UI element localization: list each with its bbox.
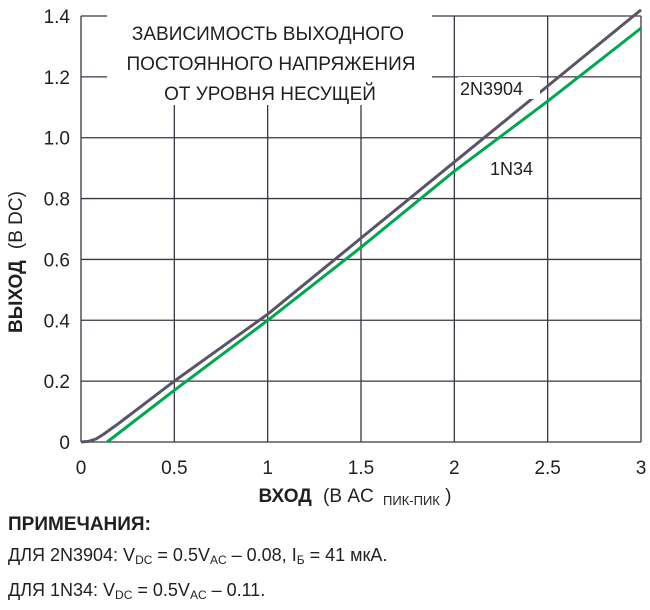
y-tick-label: 1.4 bbox=[44, 7, 71, 28]
y-tick-label: 1.0 bbox=[44, 129, 70, 150]
x-tick-label: 0.5 bbox=[161, 458, 187, 479]
x-tick-labels: 0 0.5 1 1.5 2 2.5 3 bbox=[76, 458, 647, 479]
y-tick-label: 1.2 bbox=[44, 68, 70, 89]
note-2n3904-sub-dc: DC bbox=[135, 553, 153, 567]
x-tick-label: 3 bbox=[636, 458, 647, 479]
chart-title-line-3: ОТ УРОВНЯ НЕСУЩЕЙ bbox=[164, 83, 376, 105]
title-box bbox=[107, 15, 432, 105]
x-tick-label: 2 bbox=[449, 458, 460, 479]
note-1n34-suffix: – 0.11. bbox=[206, 580, 266, 600]
label-box-1n34 bbox=[488, 157, 538, 179]
note-2n3904-sub-b: Б bbox=[296, 553, 305, 567]
note-2n3904: ДЛЯ 2N3904: VDC = 0.5VAC – 0.08, IБ = 41… bbox=[8, 540, 648, 575]
series-line-2n3904 bbox=[80, 8, 642, 444]
label-box-2n3904 bbox=[458, 77, 540, 99]
note-2n3904-mid1: = 0.5V bbox=[152, 545, 210, 565]
note-1n34-sub-dc: DC bbox=[115, 588, 133, 602]
note-2n3904-sub-ac: AC bbox=[209, 553, 227, 567]
series-label-1n34: 1N34 bbox=[490, 159, 533, 179]
note-1n34: ДЛЯ 1N34: VDC = 0.5VAC – 0.11. bbox=[8, 575, 648, 610]
x-tick-label: 1 bbox=[262, 458, 273, 479]
y-tick-labels: 0 0.2 0.4 0.6 0.8 1.0 1.2 1.4 bbox=[44, 7, 71, 454]
series-line-1n34 bbox=[106, 27, 642, 444]
chart-title-line-1: ЗАВИСИМОСТЬ ВЫХОДНОГО bbox=[132, 24, 404, 45]
note-1n34-prefix: ДЛЯ 1N34: V bbox=[8, 580, 116, 600]
note-2n3904-mid2: – 0.08, I bbox=[226, 545, 297, 565]
y-tick-label: 0.2 bbox=[44, 372, 70, 393]
x-tick-label: 1.5 bbox=[348, 458, 374, 479]
y-tick-label: 0.6 bbox=[44, 250, 70, 271]
y-axis-label-unit: (В DC) bbox=[6, 191, 27, 249]
note-2n3904-prefix: ДЛЯ 2N3904: V bbox=[8, 545, 136, 565]
series-lines bbox=[80, 8, 642, 444]
x-axis-label-bold: ВХОД bbox=[259, 486, 313, 507]
x-axis-label-unit: (В AC bbox=[323, 486, 374, 507]
series-label-2n3904: 2N3904 bbox=[460, 79, 523, 99]
x-axis-label: ВХОД (В AC ПИК-ПИК ) bbox=[259, 486, 452, 510]
y-axis-label-bold: ВЫХОД bbox=[6, 260, 27, 333]
x-axis-label-sub: ПИК-ПИК bbox=[383, 493, 440, 508]
x-tick-label: 0 bbox=[76, 458, 87, 479]
notes-block: ПРИМЕЧАНИЯ: ДЛЯ 2N3904: VDC = 0.5VAC – 0… bbox=[8, 510, 648, 610]
note-2n3904-suffix: = 41 мкА. bbox=[304, 545, 388, 565]
y-axis-label: ВЫХОД (В DC) bbox=[6, 191, 27, 333]
notes-heading: ПРИМЕЧАНИЯ: bbox=[8, 514, 151, 535]
note-1n34-sub-ac: AC bbox=[189, 588, 207, 602]
chart-title-line-2: ПОСТОЯННОГО НАПРЯЖЕНИЯ bbox=[127, 54, 416, 75]
y-tick-label: 0.8 bbox=[44, 190, 70, 211]
note-1n34-mid1: = 0.5V bbox=[132, 580, 190, 600]
y-tick-label: 0 bbox=[59, 433, 70, 454]
chart: ЗАВИСИМОСТЬ ВЫХОДНОГО ПОСТОЯННОГО НАПРЯЖ… bbox=[6, 7, 647, 510]
y-tick-label: 0.4 bbox=[44, 311, 71, 332]
x-tick-label: 2.5 bbox=[534, 458, 560, 479]
x-axis-label-close: ) bbox=[445, 486, 451, 507]
